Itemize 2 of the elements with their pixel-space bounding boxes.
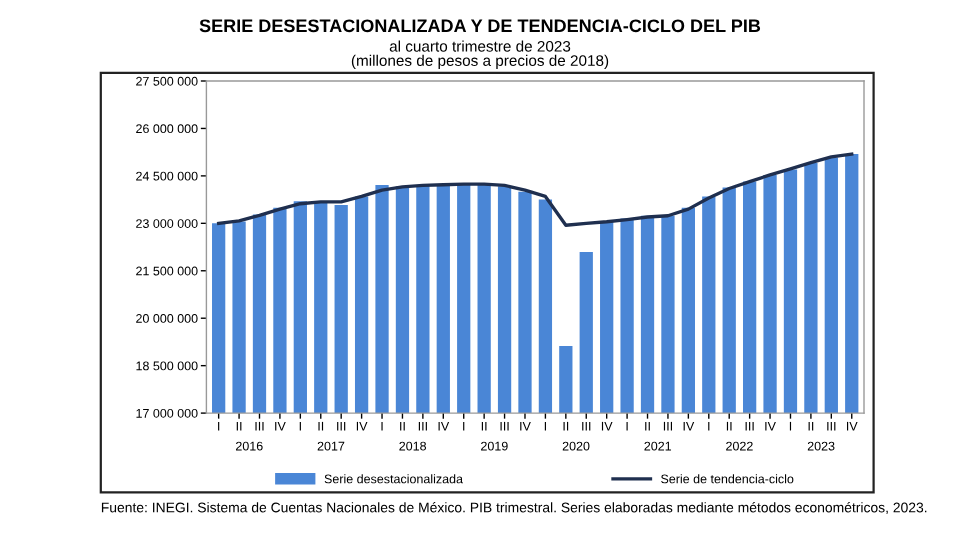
chart-title: SERIE DESESTACIONALIZADA Y DE TENDENCIA-CICLO DEL PIB [199, 19, 761, 33]
line-series [216, 152, 854, 227]
